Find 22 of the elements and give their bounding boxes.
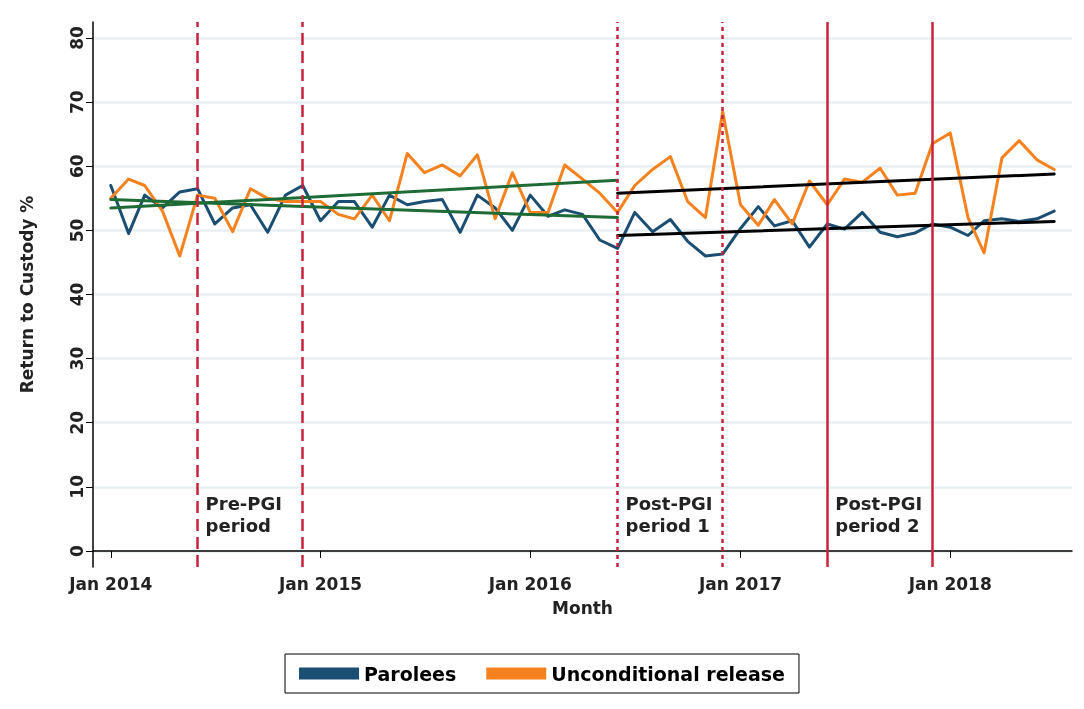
x-tick-label: Jan 2017 <box>697 573 783 594</box>
y-tick-label: 10 <box>66 474 87 499</box>
ref-line-label: Pre-PGI period <box>205 493 282 537</box>
legend-label: Parolees <box>364 662 457 685</box>
x-tick-label: Jan 2015 <box>277 573 363 594</box>
line-series <box>109 110 1056 258</box>
y-tick-label: 80 <box>66 26 87 50</box>
legend-label: Unconditional release <box>551 662 785 685</box>
y-tick-label: 0 <box>66 544 87 557</box>
y-tick-label: 60 <box>66 154 87 179</box>
y-axis-title: Return to Custody % <box>16 195 37 394</box>
x-axis-title: Month <box>552 597 613 618</box>
x-tick-label: Jan 2014 <box>68 573 153 594</box>
ref-line-label: Post-PGI period 2 <box>835 493 923 537</box>
ref-line-label: Post-PGI period 1 <box>625 493 713 537</box>
x-tick-label: Jan 2016 <box>487 573 572 594</box>
y-tick-label: 50 <box>66 218 87 243</box>
y-tick-label: 20 <box>66 410 87 435</box>
y-tick-label: 40 <box>66 282 87 307</box>
x-tick-label: Jan 2018 <box>907 573 992 594</box>
y-tick-label: 30 <box>66 346 87 371</box>
y-tick-label: 70 <box>66 90 87 114</box>
